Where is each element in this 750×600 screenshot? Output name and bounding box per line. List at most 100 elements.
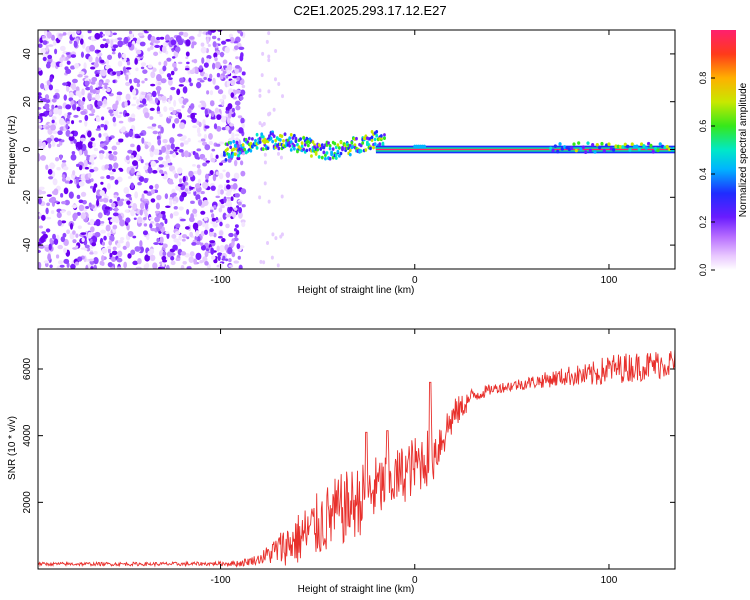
signal-mark <box>338 154 341 158</box>
noise-mark <box>188 36 195 40</box>
noise-mark <box>168 165 175 172</box>
noise-mark <box>144 144 149 150</box>
noise-mark <box>105 79 110 84</box>
noise-mark <box>180 264 185 269</box>
signal-mark <box>292 147 296 151</box>
noise-mark <box>156 111 161 114</box>
noise-mark <box>139 41 146 47</box>
noise-mark <box>77 74 83 78</box>
noise-mark <box>158 95 162 101</box>
noise-mark <box>130 249 136 255</box>
signal-mark <box>294 139 298 144</box>
noise-mark <box>185 51 190 57</box>
noise-mark <box>161 261 165 267</box>
noise-mark <box>90 137 96 142</box>
noise-mark <box>64 180 70 184</box>
noise-mark <box>234 224 239 228</box>
noise-mark <box>268 111 272 116</box>
signal-mark <box>249 141 253 146</box>
noise-mark <box>42 56 47 62</box>
noise-mark <box>143 177 149 184</box>
noise-mark <box>48 143 52 149</box>
noise-mark <box>162 65 167 72</box>
noise-mark <box>83 159 88 166</box>
noise-mark <box>217 252 223 257</box>
noise-mark <box>105 38 110 45</box>
signal-mark <box>272 134 276 138</box>
noise-mark <box>162 259 168 263</box>
noise-mark <box>279 155 283 160</box>
noise-mark <box>51 34 55 41</box>
noise-mark <box>63 258 70 265</box>
noise-mark <box>219 162 224 166</box>
signal-mark <box>422 144 426 149</box>
noise-mark <box>119 219 126 227</box>
noise-mark <box>47 54 53 60</box>
signal-mark <box>288 136 292 140</box>
noise-mark <box>204 144 211 151</box>
signal-mark <box>656 148 660 153</box>
signal-mark <box>303 142 307 147</box>
noise-mark <box>136 79 141 84</box>
signal-mark <box>333 141 337 146</box>
noise-mark <box>132 235 137 239</box>
noise-mark <box>113 194 118 199</box>
noise-mark <box>209 228 214 233</box>
noise-mark <box>87 141 94 149</box>
noise-mark <box>232 75 238 79</box>
noise-mark <box>158 164 165 168</box>
noise-mark <box>210 255 216 260</box>
noise-mark <box>233 207 238 211</box>
noise-mark <box>116 114 122 119</box>
noise-mark <box>210 157 216 163</box>
noise-mark <box>52 130 58 135</box>
signal-mark <box>302 136 306 140</box>
noise-mark <box>181 238 186 242</box>
noise-mark <box>68 135 75 141</box>
signal-mark <box>249 148 253 153</box>
noise-mark <box>199 259 204 264</box>
noise-mark <box>203 216 208 221</box>
noise-mark <box>128 205 132 209</box>
signal-mark <box>579 147 583 151</box>
noise-mark <box>217 89 224 95</box>
noise-mark <box>93 183 98 189</box>
noise-mark <box>228 258 232 263</box>
noise-mark <box>227 213 233 217</box>
noise-mark <box>172 170 177 174</box>
noise-mark <box>143 223 148 227</box>
noise-mark <box>175 231 181 236</box>
noise-mark <box>69 40 73 44</box>
snr-xtick-label: 100 <box>601 575 618 586</box>
noise-mark <box>234 67 239 75</box>
signal-mark <box>243 147 247 152</box>
noise-mark <box>220 204 225 209</box>
noise-mark <box>190 213 194 220</box>
noise-mark <box>68 191 74 199</box>
noise-mark <box>239 79 245 85</box>
noise-mark <box>91 108 96 114</box>
noise-mark <box>106 174 111 180</box>
noise-mark <box>101 33 106 37</box>
signal-mark <box>359 143 363 148</box>
snr-ytick-label: 4000 <box>22 424 33 447</box>
noise-mark <box>107 54 113 61</box>
noise-mark <box>173 67 178 72</box>
noise-mark <box>206 186 211 191</box>
signal-mark <box>628 148 632 152</box>
noise-mark <box>95 218 101 227</box>
noise-mark <box>121 53 127 59</box>
noise-mark <box>66 229 71 235</box>
noise-mark <box>101 247 108 254</box>
noise-mark <box>70 54 77 58</box>
snr-ylabel: SNR (10 * v/v) <box>7 416 18 480</box>
noise-mark <box>73 40 78 48</box>
spectrogram-panel: -100 0 100 -40 -20 0 20 40 Height of straight l… <box>7 29 749 296</box>
noise-mark <box>209 73 213 79</box>
noise-mark <box>45 207 49 215</box>
noise-mark <box>78 164 83 171</box>
noise-mark <box>238 46 245 51</box>
noise-mark <box>80 110 87 115</box>
signal-mark <box>339 140 343 145</box>
noise-mark <box>113 151 118 156</box>
